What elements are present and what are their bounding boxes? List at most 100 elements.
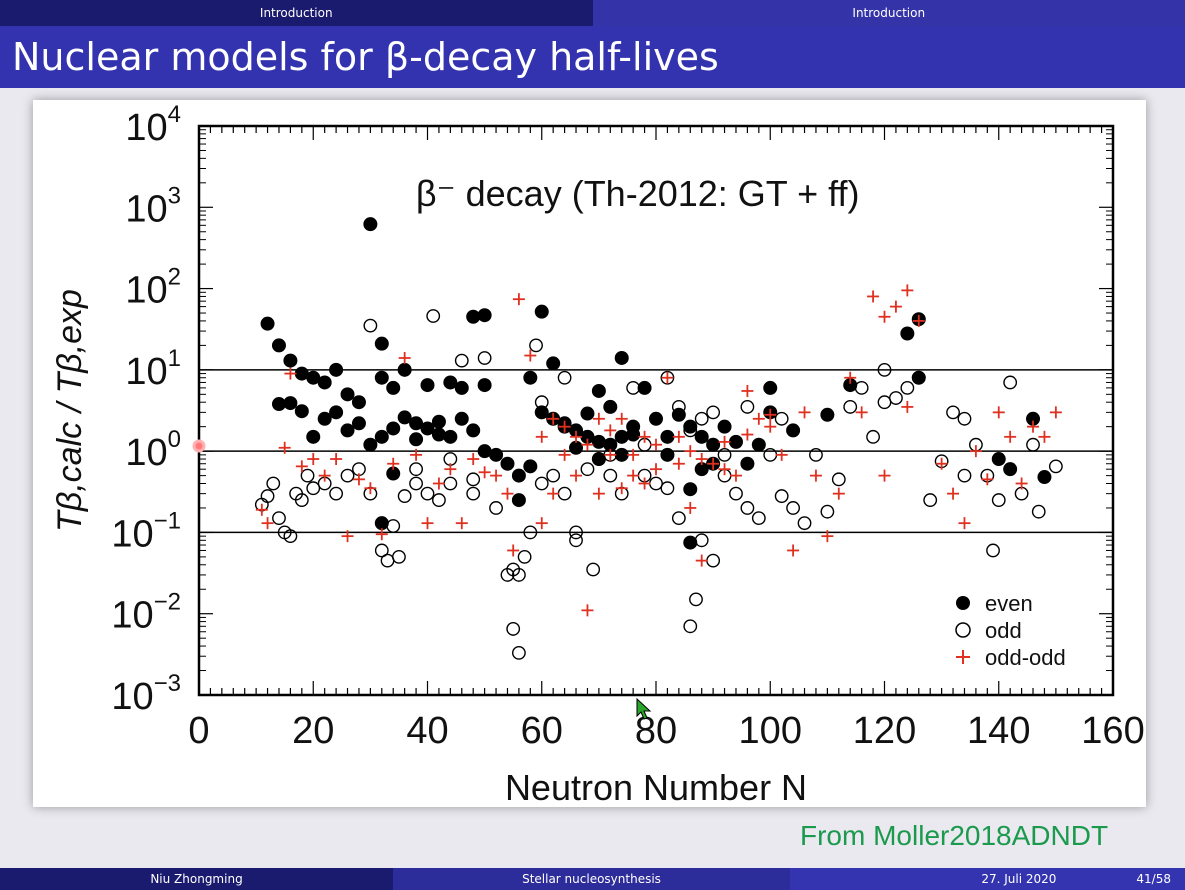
nav-section-left[interactable]: Introduction <box>0 0 593 26</box>
data-point-odd-odd <box>638 430 651 443</box>
data-point-even <box>569 440 584 455</box>
data-point-odd-odd <box>547 412 560 425</box>
data-point-odd-odd <box>775 448 788 461</box>
data-point-odd-odd <box>901 400 914 413</box>
data-point-odd <box>340 468 355 483</box>
y-tick-label: 100 <box>125 426 181 474</box>
chart-card: 0 20 40 60 80 100 120 140 160 104 103 102 101 100 10−1… <box>33 100 1146 807</box>
data-point-even <box>443 375 458 390</box>
data-point-odd-odd <box>410 448 423 461</box>
data-point-even <box>431 427 446 442</box>
data-point-odd <box>557 370 572 385</box>
data-point-odd-odd <box>889 300 902 313</box>
data-point-odd-odd <box>501 487 514 500</box>
nav-section-right[interactable]: Introduction <box>592 0 1185 26</box>
data-point-odd-odd <box>627 448 640 461</box>
data-point-odd-odd <box>558 448 571 461</box>
data-point-odd-odd <box>535 517 548 530</box>
data-point-odd-odd <box>718 435 731 448</box>
data-point-odd-odd <box>935 457 948 470</box>
data-point-odd <box>557 486 572 501</box>
data-point-odd-odd <box>729 469 742 482</box>
data-point-odd-odd <box>318 469 331 482</box>
data-point-even <box>386 421 401 436</box>
data-point-odd <box>900 380 915 395</box>
data-point-even <box>466 423 481 438</box>
data-point-even <box>260 316 275 331</box>
data-point-odd-odd <box>295 460 308 473</box>
data-point-odd <box>660 370 675 385</box>
data-point-even <box>626 427 641 442</box>
data-point-odd <box>511 568 526 582</box>
data-point-odd <box>671 400 686 414</box>
data-point-odd <box>477 351 492 365</box>
data-point-even <box>751 437 766 452</box>
data-point-odd-odd <box>901 284 914 297</box>
data-point-odd <box>569 525 583 540</box>
data-point-odd-odd <box>570 430 583 443</box>
data-point-odd-odd <box>398 351 411 364</box>
data-point-even <box>374 370 389 385</box>
data-point-odd-odd <box>307 453 320 466</box>
data-point-even <box>340 423 355 438</box>
data-point-even <box>466 309 481 324</box>
data-point-odd <box>426 309 441 323</box>
x-tick-label: 80 <box>635 710 677 752</box>
data-point-even <box>1003 462 1018 477</box>
data-point-odd-odd <box>855 406 868 419</box>
data-point-odd <box>660 481 675 496</box>
data-point-odd <box>546 468 561 483</box>
data-point-odd <box>706 405 721 420</box>
data-point-odd-odd <box>809 469 822 482</box>
data-point-even <box>374 429 389 444</box>
data-point-odd-odd <box>672 457 685 470</box>
data-point-odd <box>443 476 458 491</box>
data-point-even <box>329 362 344 377</box>
data-point-odd <box>729 486 743 501</box>
data-point-odd-odd <box>1027 420 1040 433</box>
data-point-even <box>706 437 721 452</box>
data-point-even <box>329 405 344 420</box>
x-tick-label: 40 <box>406 710 448 752</box>
data-point-even <box>306 429 321 444</box>
data-point-odd-odd <box>650 463 662 476</box>
data-point-odd <box>809 447 823 462</box>
data-point-odd <box>786 501 800 515</box>
data-point-odd-odd <box>615 482 628 495</box>
data-point-odd-odd <box>695 453 708 466</box>
data-point-odd <box>397 489 412 503</box>
data-point-even <box>374 336 389 351</box>
data-point-even <box>523 370 538 385</box>
data-point-odd-odd <box>512 293 525 306</box>
data-point-odd-odd <box>718 463 731 476</box>
y-tick-label: 10−1 <box>111 507 181 555</box>
data-point-odd <box>386 519 401 533</box>
data-point-odd-odd <box>507 544 520 557</box>
data-point-even <box>409 416 424 431</box>
data-point-even <box>420 421 435 436</box>
data-point-even <box>477 378 492 393</box>
data-point-odd-odd <box>1038 430 1051 443</box>
data-point-odd-odd <box>524 349 537 362</box>
data-point-odd <box>1031 504 1046 519</box>
y-tick-label: 102 <box>125 264 181 312</box>
data-point-odd-odd <box>695 554 708 567</box>
data-point-odd-odd <box>878 469 891 482</box>
data-point-odd <box>272 511 286 526</box>
data-point-odd-odd <box>741 428 754 441</box>
data-point-even <box>523 459 538 474</box>
data-point-odd-odd <box>478 466 491 479</box>
data-point-odd-odd <box>432 477 445 490</box>
data-point-even <box>728 434 743 449</box>
data-point-odd <box>854 380 869 395</box>
data-point-odd-odd <box>255 503 268 516</box>
data-point-odd-odd <box>604 424 617 437</box>
data-point-even <box>420 378 435 393</box>
data-point-odd <box>534 476 549 491</box>
y-tick-label: 10−3 <box>111 670 181 718</box>
x-tick-label: 120 <box>853 710 916 752</box>
data-point-odd <box>409 476 423 491</box>
data-point-odd <box>517 549 532 564</box>
data-point-odd <box>409 462 423 477</box>
footer-right: 27. Juli 2020 41/58 <box>790 868 1185 890</box>
